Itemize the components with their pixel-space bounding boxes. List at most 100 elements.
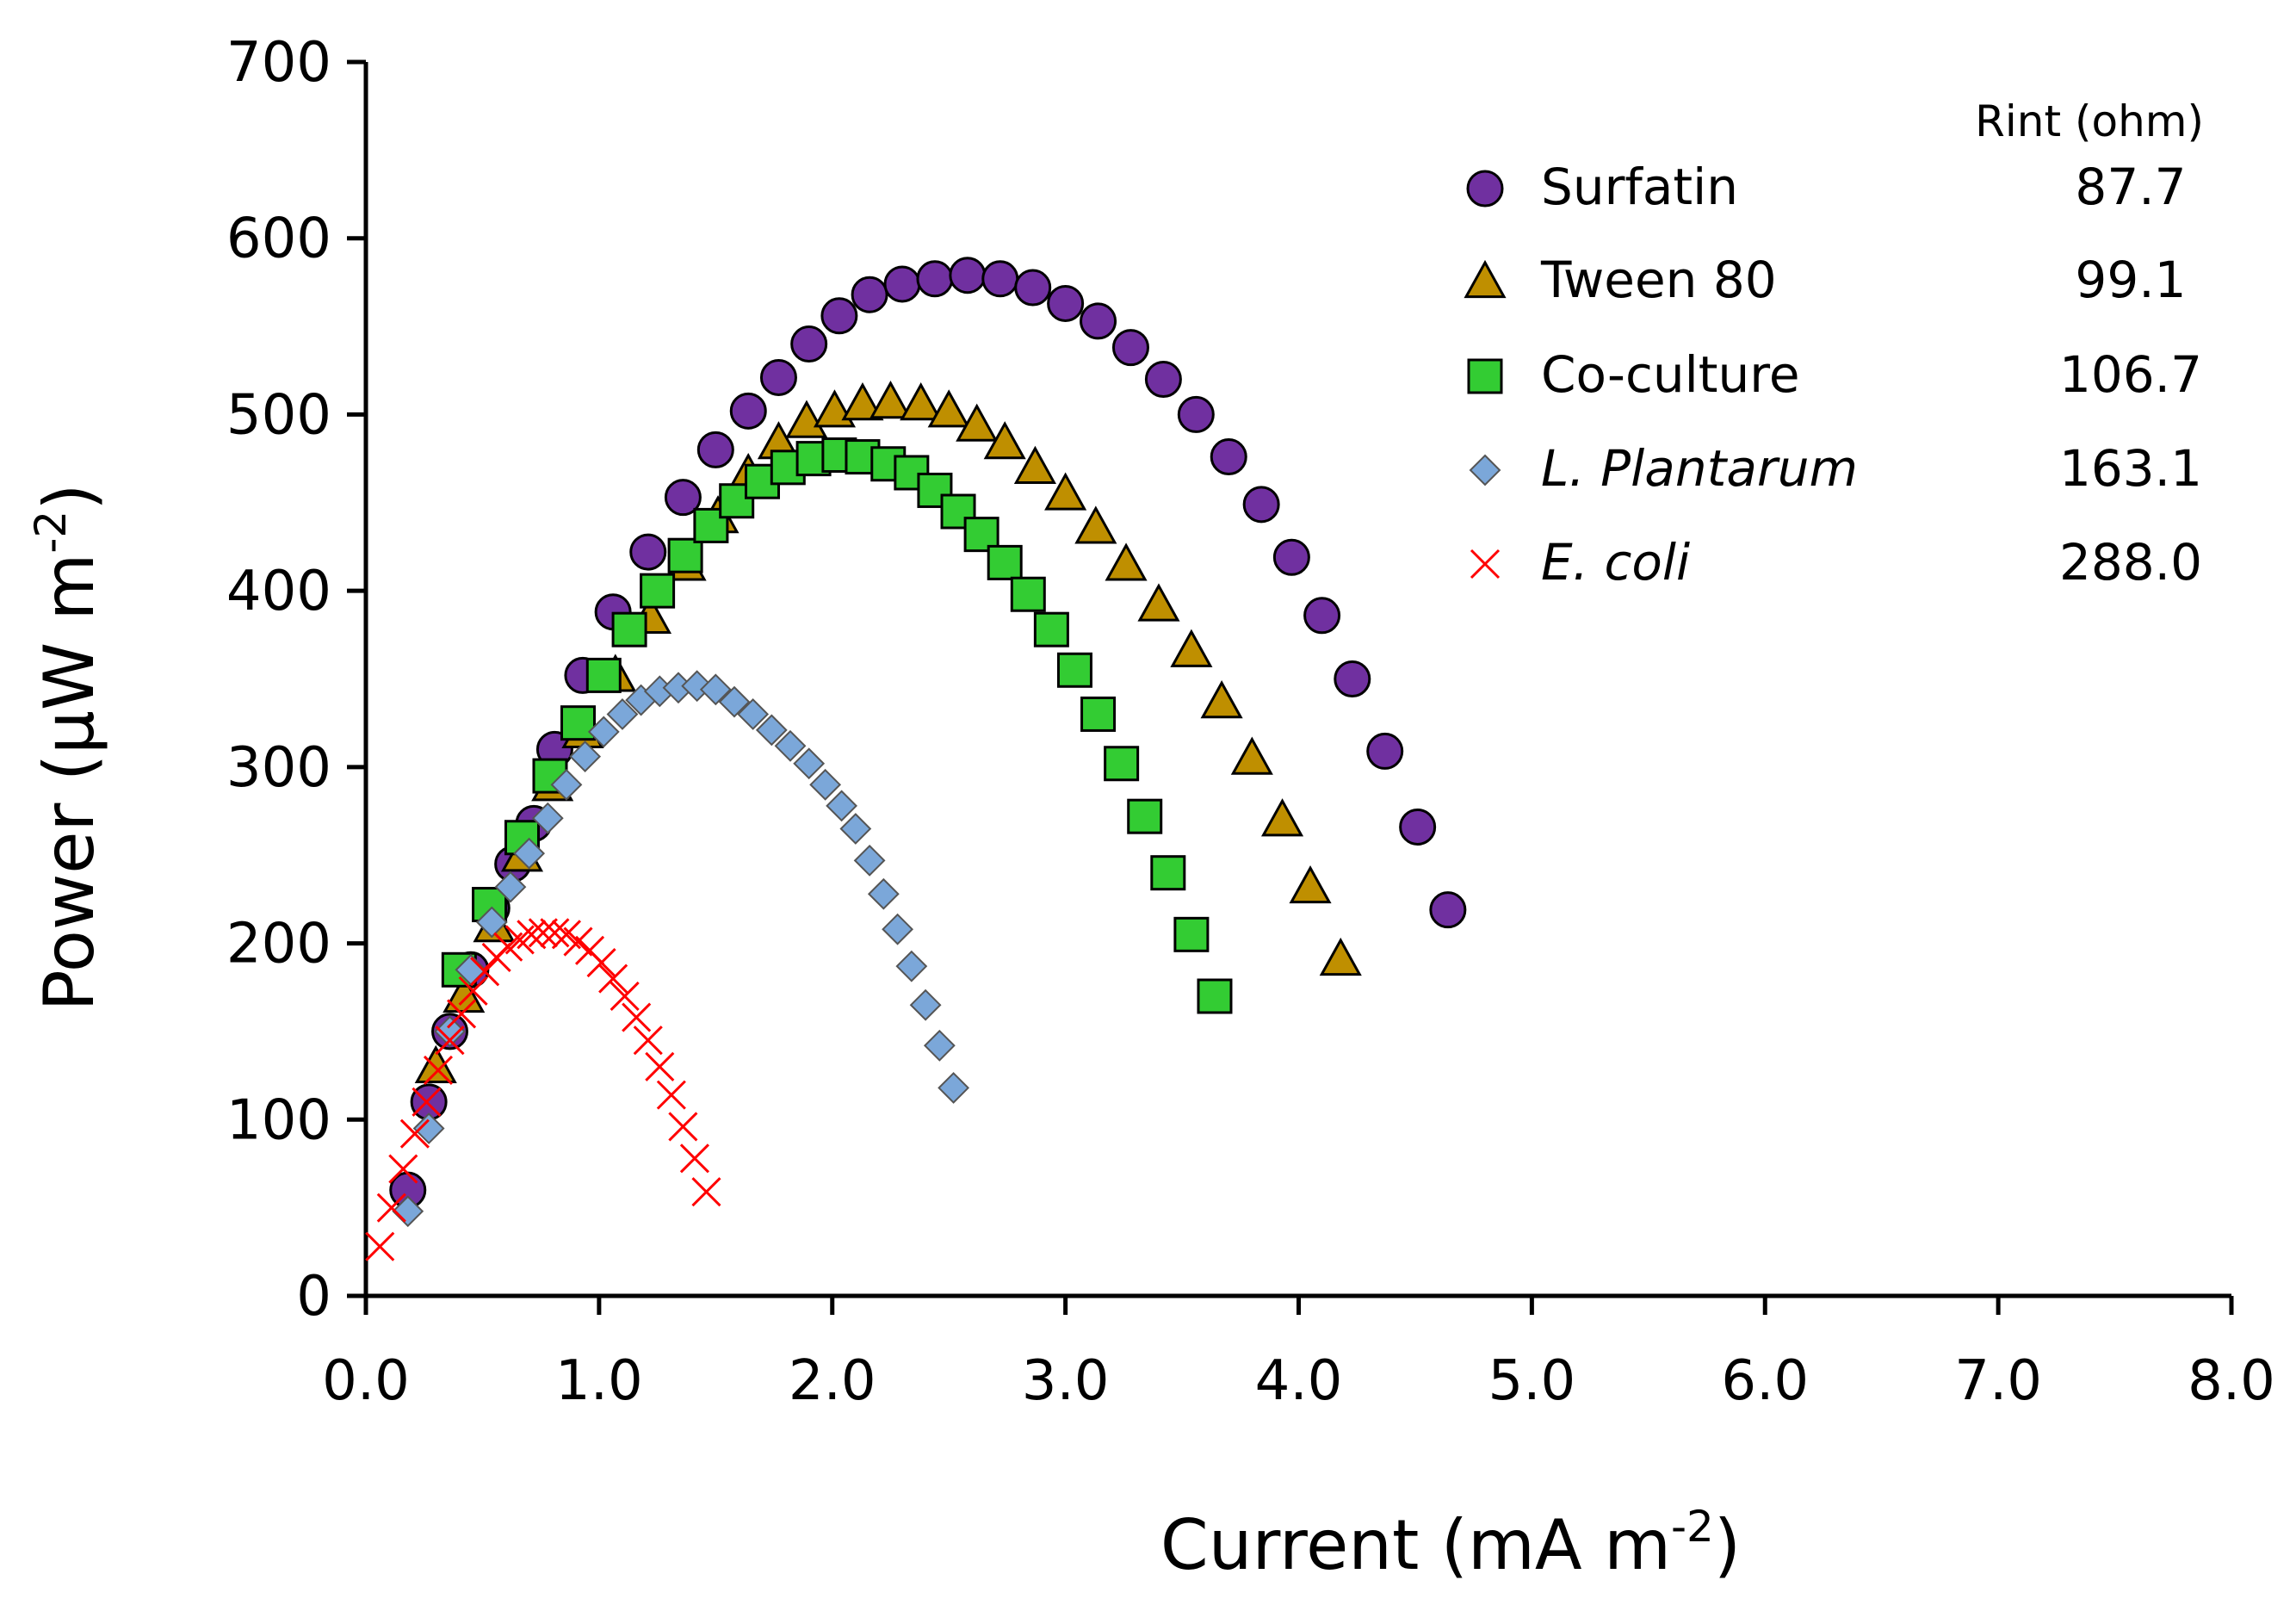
data-point: [909, 988, 942, 1021]
data-point: [640, 573, 676, 609]
data-point: [923, 1029, 956, 1062]
y-tick-label: 600: [226, 208, 331, 271]
data-point: [1230, 736, 1273, 775]
data-point: [435, 1026, 465, 1056]
data-point: [755, 714, 788, 747]
data-point: [1242, 486, 1280, 524]
data-point: [1111, 329, 1149, 367]
data-point: [785, 400, 828, 438]
data-point: [718, 685, 751, 718]
data-point: [513, 837, 546, 870]
data-point: [1170, 629, 1213, 667]
legend-label: Surfatin: [1541, 158, 1738, 216]
data-point: [1260, 798, 1304, 837]
data-point: [1080, 696, 1117, 732]
data-point: [550, 768, 583, 801]
data-point: [774, 729, 807, 762]
data-point: [388, 1154, 418, 1184]
data-point: [633, 1026, 663, 1056]
x-tick-label: 4.0: [1255, 1349, 1343, 1413]
data-point: [826, 790, 857, 822]
legend-marker: [1470, 548, 1501, 579]
data-point: [853, 844, 886, 877]
data-point: [956, 403, 999, 442]
data-point: [1033, 611, 1069, 648]
data-point: [869, 381, 913, 419]
legend-marker: [1464, 259, 1507, 299]
data-point: [446, 999, 477, 1029]
legend-marker: [1469, 454, 1501, 486]
data-point: [399, 1119, 430, 1149]
data-point: [475, 906, 508, 939]
data-point: [458, 976, 488, 1006]
data-point: [1150, 855, 1186, 891]
data-point: [1074, 505, 1117, 544]
data-point: [1047, 284, 1085, 322]
x-tick-label: 0.0: [322, 1349, 410, 1413]
data-point: [560, 705, 596, 741]
plot-series: [365, 257, 1467, 1261]
data-point: [540, 918, 570, 948]
y-axis-title: Power (μW m-2): [26, 484, 109, 1012]
data-point: [729, 392, 767, 430]
data-point: [1366, 732, 1404, 770]
series-diamond: [392, 670, 970, 1228]
data-point: [1272, 538, 1310, 576]
data-point: [1080, 302, 1117, 340]
data-point: [793, 747, 826, 780]
y-tick-label: 700: [226, 31, 331, 95]
data-point: [883, 265, 921, 303]
data-point: [1334, 660, 1371, 697]
data-point: [423, 1055, 454, 1086]
legend-rint-value: 163.1: [2059, 439, 2202, 498]
data-point: [606, 698, 639, 730]
data-point: [987, 544, 1023, 580]
data-point: [517, 920, 547, 950]
data-point: [867, 877, 900, 910]
legend-rint-value: 106.7: [2059, 345, 2202, 404]
y-tick-label: 400: [226, 560, 331, 623]
data-point: [585, 657, 622, 693]
data-point: [470, 957, 500, 987]
data-point: [696, 431, 734, 468]
data-point: [851, 276, 888, 313]
data-point: [1173, 916, 1210, 952]
x-tick-label: 8.0: [2188, 1349, 2275, 1413]
data-point: [569, 741, 602, 772]
data-point: [737, 698, 770, 730]
data-point: [629, 533, 667, 571]
legend-rint-value: 87.7: [2075, 158, 2186, 216]
data-point: [1303, 597, 1341, 635]
data-point: [531, 802, 564, 834]
data-point: [1014, 269, 1052, 307]
series-x: [365, 918, 721, 1261]
data-point: [1056, 652, 1092, 688]
data-point: [622, 1002, 652, 1032]
data-point: [376, 1193, 406, 1223]
data-point: [916, 260, 954, 298]
data-point: [587, 716, 620, 748]
data-point: [981, 260, 1019, 298]
x-tick-label: 7.0: [1954, 1349, 2042, 1413]
y-tick-label: 500: [226, 383, 331, 447]
data-point: [1197, 978, 1233, 1014]
data-point: [668, 1112, 698, 1142]
data-point: [927, 389, 970, 428]
data-point: [1399, 808, 1437, 846]
legend-label: L. Plantarum: [1541, 439, 1858, 498]
x-tick-label: 1.0: [555, 1349, 643, 1413]
x-axis-title: Current (mA m-2): [1160, 1502, 1741, 1585]
data-point: [1105, 542, 1148, 581]
data-point: [841, 382, 884, 421]
y-tick-label: 300: [226, 736, 331, 800]
data-point: [1010, 576, 1046, 612]
data-point: [839, 813, 872, 845]
data-point: [882, 913, 914, 945]
data-point: [983, 421, 1026, 460]
data-point: [691, 1177, 721, 1207]
legend-label: Tween 80: [1540, 251, 1777, 309]
data-point: [900, 382, 943, 421]
data-point: [412, 1087, 442, 1117]
data-point: [790, 325, 828, 363]
